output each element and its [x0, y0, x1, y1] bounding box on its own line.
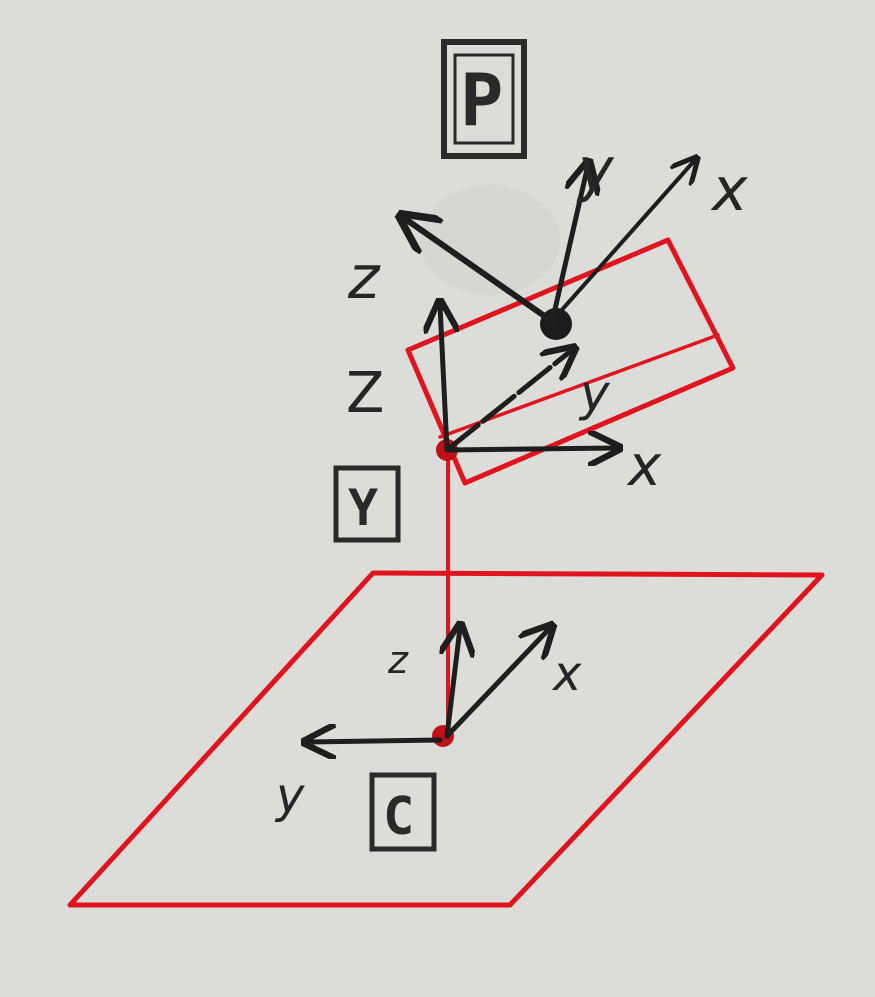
frame-C: z x y C	[274, 628, 582, 852]
frame-C-z-axis	[447, 628, 460, 739]
frame-Y-x-label: x	[626, 434, 662, 499]
frame-Y-y-label: y	[578, 364, 611, 422]
frame-Y-z-label: Z	[346, 361, 384, 426]
frame-P-x-axis	[558, 160, 695, 314]
frame-C-x-axis	[444, 628, 550, 739]
frame-P: z y x P	[347, 39, 748, 340]
frame-C-y-axis	[308, 740, 443, 742]
frame-P-z-axis	[404, 218, 556, 325]
frame-Y-y-axis	[444, 350, 572, 453]
frame-P-y-label: y	[576, 135, 615, 205]
ground-plane	[67, 570, 825, 908]
frame-Y: Z x y Y	[333, 305, 662, 543]
frame-Y-x-axis	[444, 448, 616, 450]
frame-C-x-label: x	[551, 646, 582, 702]
frame-C-origin	[432, 725, 454, 747]
frame-C-label-box	[369, 772, 437, 852]
frame-P-label-box-inner	[453, 53, 515, 145]
frame-C-box-label: C	[383, 787, 414, 847]
frame-Y-label-box	[333, 465, 401, 543]
frame-Y-box-label: Y	[348, 479, 378, 537]
frame-P-z-label: z	[347, 243, 381, 313]
frame-C-y-label: y	[274, 768, 305, 824]
smudge	[420, 185, 560, 295]
frame-C-z-label: z	[387, 638, 409, 682]
frame-P-x-label: x	[710, 155, 748, 225]
frame-Y-z-axis	[440, 305, 447, 453]
frame-P-box-label: P	[460, 58, 503, 142]
frame-P-y-axis	[550, 165, 588, 321]
frame-P-label-box	[441, 39, 527, 159]
